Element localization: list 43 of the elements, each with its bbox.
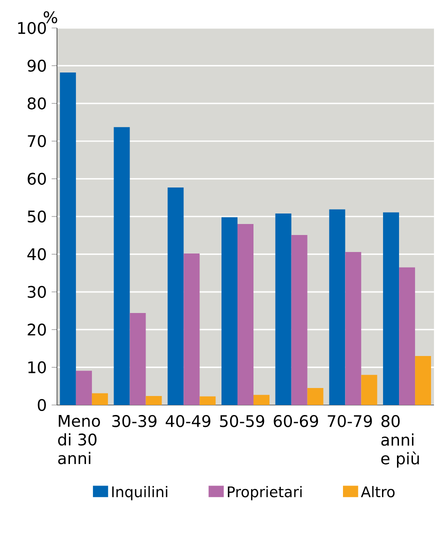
bar bbox=[237, 224, 254, 405]
y-tick-label: 50 bbox=[28, 210, 46, 223]
legend-label: Inquilini bbox=[112, 486, 168, 500]
y-tick-label: 90 bbox=[28, 60, 46, 72]
y-tick-label: 10 bbox=[28, 361, 46, 374]
bar bbox=[253, 394, 270, 405]
y-tick-label: 40 bbox=[27, 248, 46, 260]
bar bbox=[130, 313, 146, 405]
y-tick-label: 80 bbox=[28, 97, 46, 110]
bar bbox=[415, 356, 432, 405]
x-tick-label: 50-59 bbox=[220, 415, 264, 428]
bar bbox=[146, 396, 162, 405]
y-axis-title: % bbox=[44, 11, 58, 24]
bar bbox=[307, 388, 324, 405]
x-tick-label: 30-39 bbox=[112, 415, 156, 428]
bar bbox=[361, 374, 378, 405]
bar bbox=[114, 127, 130, 405]
y-tick-label: 20 bbox=[28, 324, 46, 336]
bar bbox=[345, 252, 362, 405]
y-tick-label: 100 bbox=[18, 22, 46, 34]
x-tick-label: Meno di 30 anni bbox=[58, 415, 100, 464]
x-tick-label: 70-79 bbox=[328, 415, 372, 428]
bar bbox=[184, 253, 200, 405]
y-tick-label: 30 bbox=[28, 286, 46, 298]
y-tick-label: 0 bbox=[38, 398, 46, 412]
bar bbox=[92, 393, 108, 405]
bar bbox=[291, 234, 308, 405]
x-tick-label: 60-69 bbox=[274, 415, 318, 428]
bar bbox=[76, 370, 92, 405]
bar bbox=[200, 396, 216, 405]
legend-label: Proprietari bbox=[228, 486, 302, 500]
bar bbox=[275, 213, 292, 405]
bar bbox=[329, 209, 346, 405]
bar bbox=[399, 267, 416, 405]
bar bbox=[168, 187, 184, 405]
bar bbox=[60, 72, 76, 405]
x-tick-label: 40-49 bbox=[166, 415, 210, 428]
bar bbox=[383, 212, 400, 405]
y-tick-label: 60 bbox=[28, 172, 46, 185]
x-tick-label: 80 anni e più bbox=[381, 415, 419, 468]
bar bbox=[221, 217, 238, 405]
legend-label: Altro bbox=[360, 486, 395, 498]
y-tick-label: 70 bbox=[28, 135, 46, 148]
